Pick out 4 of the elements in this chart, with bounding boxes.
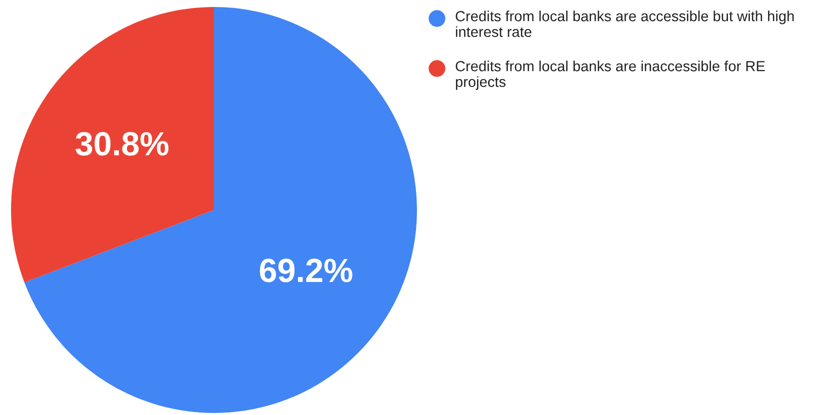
legend-label: Credits from local banks are accessible but with high interest rate	[456, 10, 794, 38]
data-label: 69.2%	[260, 258, 352, 282]
data-label: 30.8%	[76, 132, 168, 156]
legend-label: Credits from local banks are inaccessible for RE projects	[456, 60, 765, 90]
